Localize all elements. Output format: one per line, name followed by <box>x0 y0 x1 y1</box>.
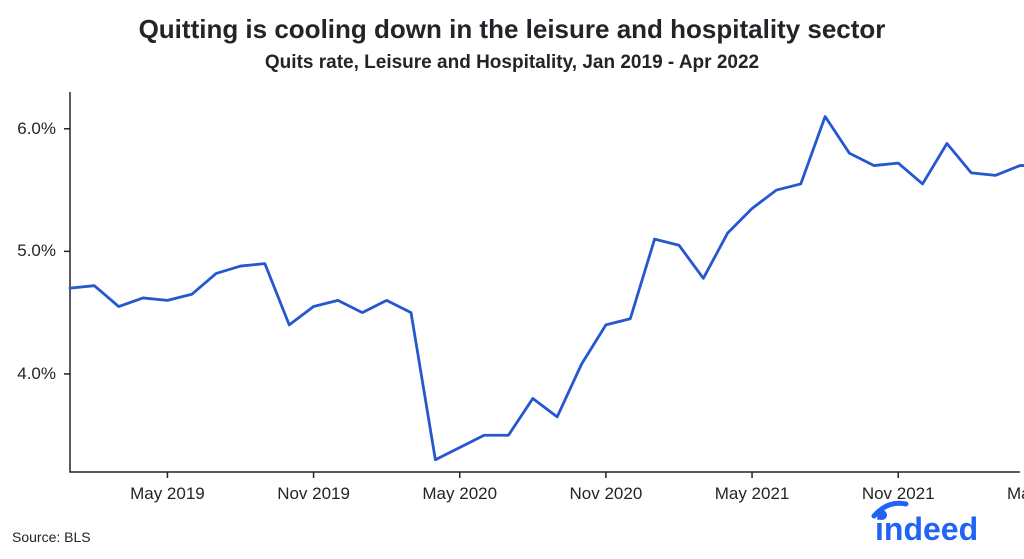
y-tick-label: 4.0% <box>0 364 56 384</box>
line-chart-svg <box>70 92 1020 472</box>
x-tick-label: May 2020 <box>422 484 497 504</box>
chart-title: Quitting is cooling down in the leisure … <box>0 14 1024 45</box>
plot-area <box>70 92 1020 472</box>
svg-text:indeed: indeed <box>875 511 978 546</box>
x-tick-label: Nov 2020 <box>570 484 643 504</box>
x-tick-label: May 2021 <box>715 484 790 504</box>
x-tick-label: Nov 2019 <box>277 484 350 504</box>
source-text: Source: BLS <box>12 529 91 545</box>
y-tick-label: 6.0% <box>0 119 56 139</box>
quits-rate-line <box>70 117 1024 460</box>
y-tick-label: 5.0% <box>0 241 56 261</box>
chart-subtitle: Quits rate, Leisure and Hospitality, Jan… <box>0 52 1024 74</box>
chart-container: Quitting is cooling down in the leisure … <box>0 0 1024 559</box>
indeed-logo: indeed <box>866 498 1006 551</box>
x-tick-label: May 2019 <box>130 484 205 504</box>
axes <box>70 92 1020 472</box>
x-tick-label: May 2022 <box>1007 484 1024 504</box>
